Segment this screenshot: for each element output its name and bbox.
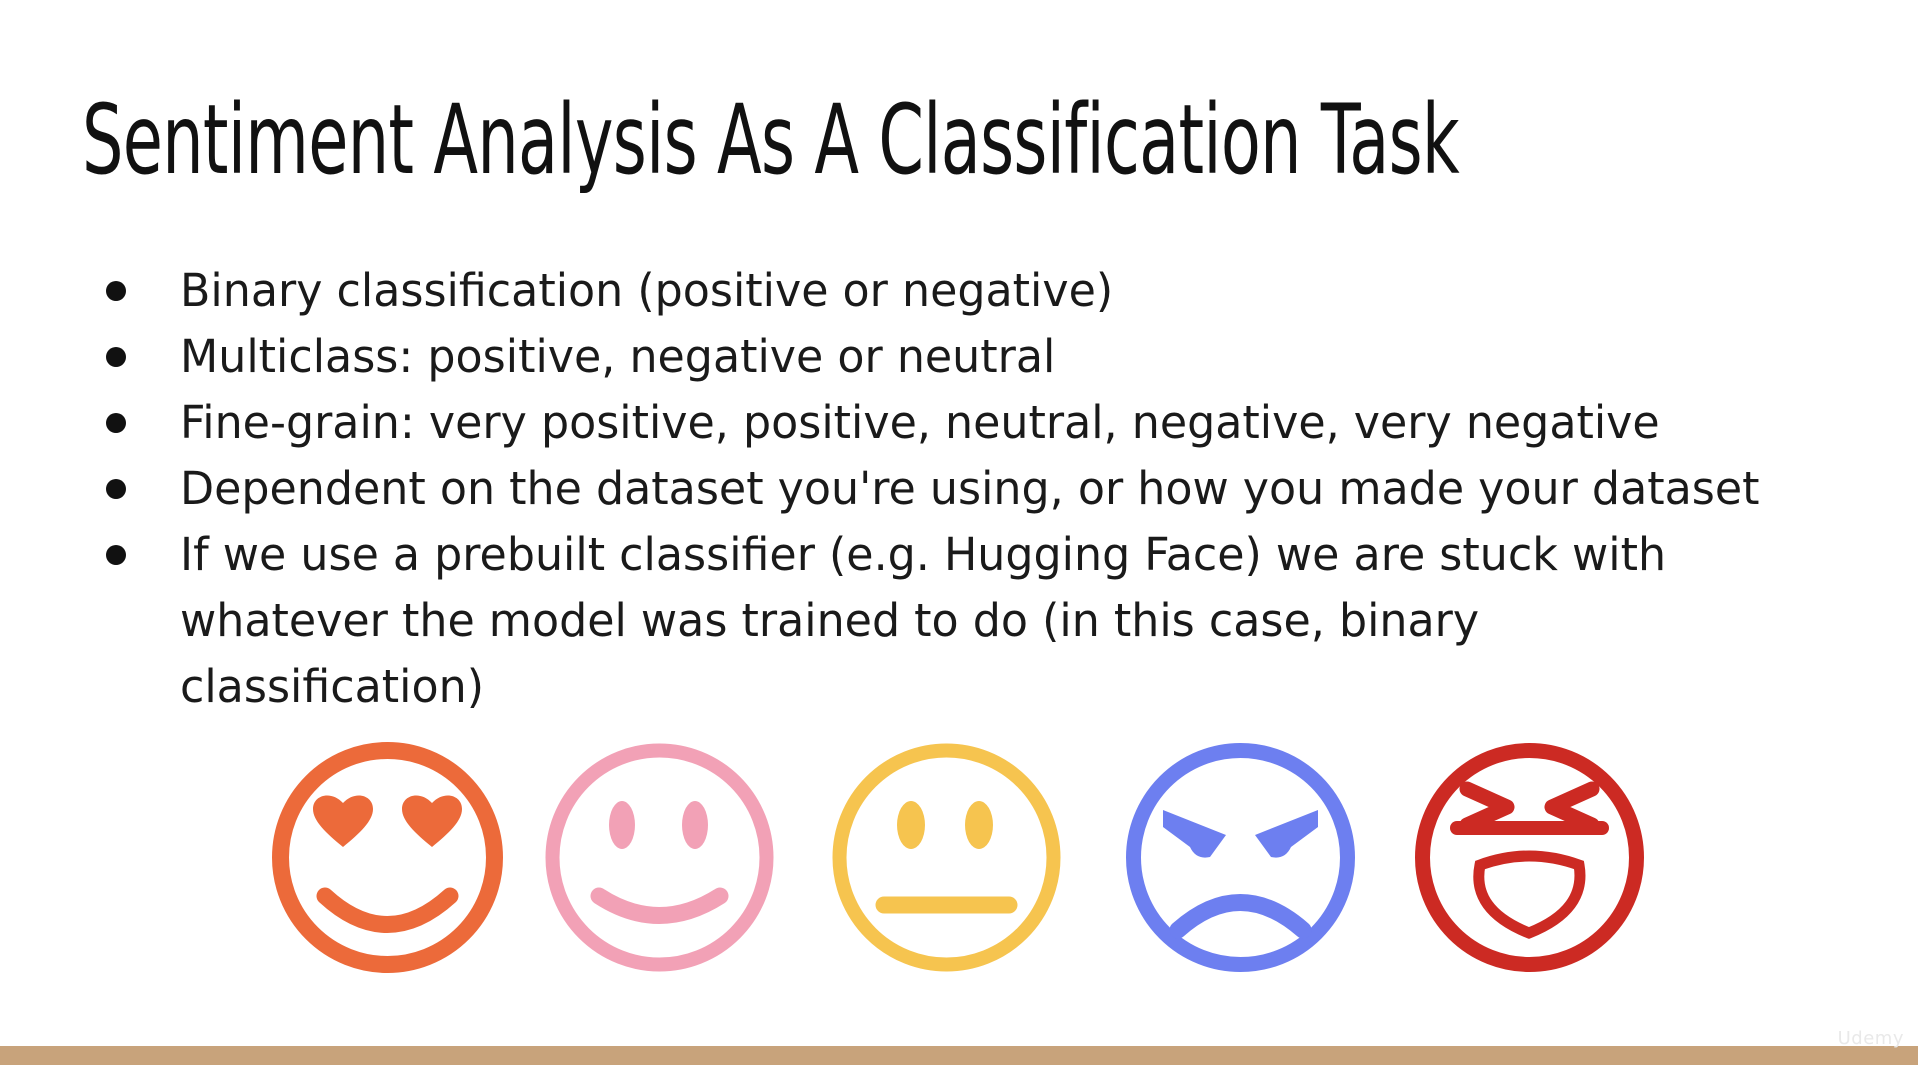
furious-face-icon <box>1407 735 1652 980</box>
bullet-text: Binary classification (positive or negat… <box>180 264 1114 317</box>
smiling-face-icon <box>537 735 782 980</box>
bullet-item: Binary classification (positive or negat… <box>100 258 1820 324</box>
angry-face-icon <box>1118 735 1363 980</box>
bullet-dot-icon <box>106 347 126 367</box>
bullet-dot-icon <box>106 545 126 565</box>
bullet-text: Fine-grain: very positive, positive, neu… <box>180 396 1660 449</box>
bottom-bar <box>0 1046 1918 1065</box>
bullet-dot-icon <box>106 413 126 433</box>
bullet-list: Binary classification (positive or negat… <box>100 258 1820 720</box>
neutral-face-icon <box>824 735 1069 980</box>
bullet-dot-icon <box>106 281 126 301</box>
bullet-item: Fine-grain: very positive, positive, neu… <box>100 390 1820 456</box>
bullet-dot-icon <box>106 479 126 499</box>
watermark-logo: Udemy <box>1837 1028 1904 1049</box>
slide-title: Sentiment Analysis As A Classification T… <box>82 84 1460 196</box>
heart-eyes-face-icon <box>265 735 510 980</box>
bullet-text: Multiclass: positive, negative or neutra… <box>180 330 1056 383</box>
bullet-item: Multiclass: positive, negative or neutra… <box>100 324 1820 390</box>
bullet-text: If we use a prebuilt classifier (e.g. Hu… <box>180 528 1667 713</box>
bullet-text: Dependent on the dataset you're using, o… <box>180 462 1760 515</box>
bullet-item: If we use a prebuilt classifier (e.g. Hu… <box>100 522 1820 720</box>
sentiment-faces-row <box>0 735 1918 985</box>
bullet-item: Dependent on the dataset you're using, o… <box>100 456 1820 522</box>
